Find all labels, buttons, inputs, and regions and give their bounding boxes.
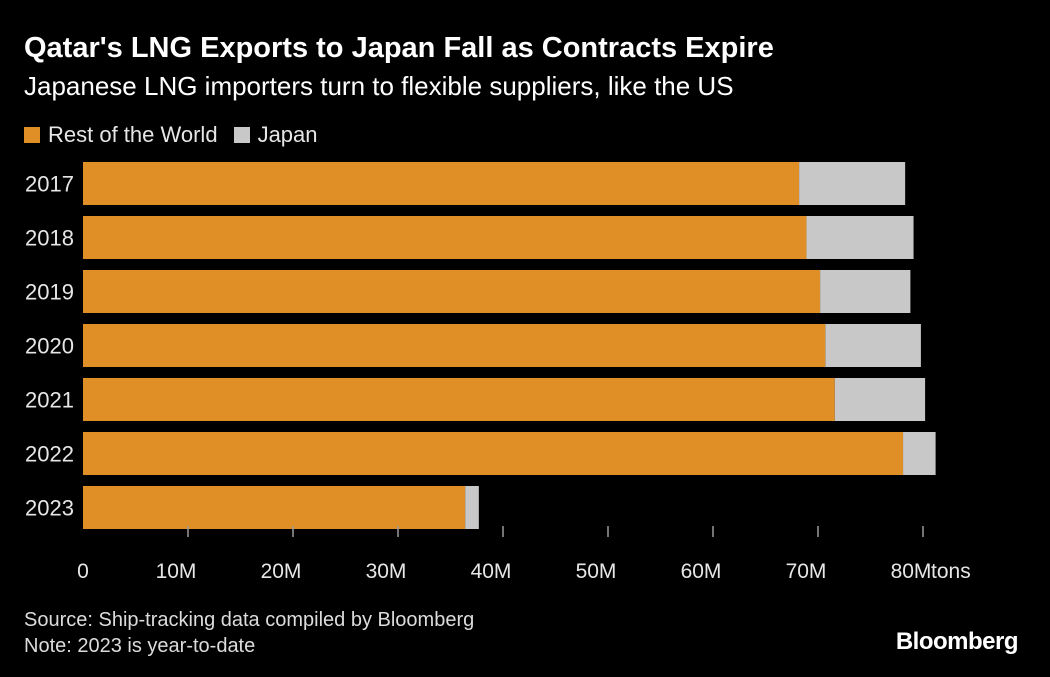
bar-2017-rest-of-world: [83, 162, 800, 205]
x-tick-label-70M: 70M: [786, 560, 827, 583]
category-label-2020: 2020: [25, 334, 74, 359]
legend-label-japan: Japan: [257, 122, 318, 147]
bar-2018-rest-of-world: [83, 216, 807, 259]
category-label-2022: 2022: [25, 442, 74, 467]
x-axis-unit-label: tons: [931, 560, 971, 583]
category-label-2019: 2019: [25, 280, 74, 305]
x-tick-label-0: 0: [77, 560, 89, 583]
x-axis: 0 10M 20M 30M 40M 50M 60M 70M 80M tons: [77, 526, 971, 583]
category-label-2023: 2023: [25, 496, 74, 521]
bar-2018-japan: [806, 216, 914, 259]
chart-subtitle: Japanese LNG importers turn to flexible …: [24, 71, 734, 101]
legend-item-rest-of-world: Rest of the World: [24, 122, 218, 148]
x-tick-label-20M: 20M: [261, 560, 302, 583]
bar-2022-rest-of-world: [83, 432, 904, 475]
x-tick-label-30M: 30M: [366, 560, 407, 583]
category-label-2021: 2021: [25, 388, 74, 413]
legend: Rest of the World Japan: [24, 122, 334, 148]
chart-title: Qatar's LNG Exports to Japan Fall as Con…: [24, 32, 774, 64]
bar-2022-japan: [903, 432, 936, 475]
bar-2021-japan: [834, 378, 926, 421]
bar-2019-japan: [820, 270, 911, 313]
category-label-2018: 2018: [25, 226, 74, 251]
legend-label-rest-of-world: Rest of the World: [48, 122, 218, 147]
category-label-2017: 2017: [25, 172, 74, 197]
x-tick-label-40M: 40M: [471, 560, 512, 583]
legend-swatch-japan: [233, 127, 250, 143]
source-note: Source: Ship-tracking data compiled by B…: [24, 609, 475, 631]
bloomberg-logo: Bloomberg: [895, 628, 1019, 655]
bar-2023-rest-of-world: [83, 486, 466, 529]
category-labels: 2017 2018 2019 2020 2021 2022 2023: [25, 172, 74, 521]
x-tick-label-80M: 80M: [891, 560, 932, 583]
bar-group: [83, 162, 936, 529]
legend-item-japan: Japan: [233, 122, 318, 148]
legend-swatch-rest-of-world: [24, 127, 40, 143]
bar-2019-rest-of-world: [83, 270, 821, 313]
footnote: Note: 2023 is year-to-date: [24, 635, 256, 657]
x-tick-label-60M: 60M: [681, 560, 722, 583]
bar-2017-japan: [799, 162, 906, 205]
bar-2023-japan: [465, 486, 479, 529]
bar-2020-japan: [825, 324, 921, 367]
x-tick-label-10M: 10M: [156, 560, 197, 583]
x-tick-label-50M: 50M: [576, 560, 617, 583]
bar-2020-rest-of-world: [83, 324, 826, 367]
bar-2021-rest-of-world: [83, 378, 835, 421]
